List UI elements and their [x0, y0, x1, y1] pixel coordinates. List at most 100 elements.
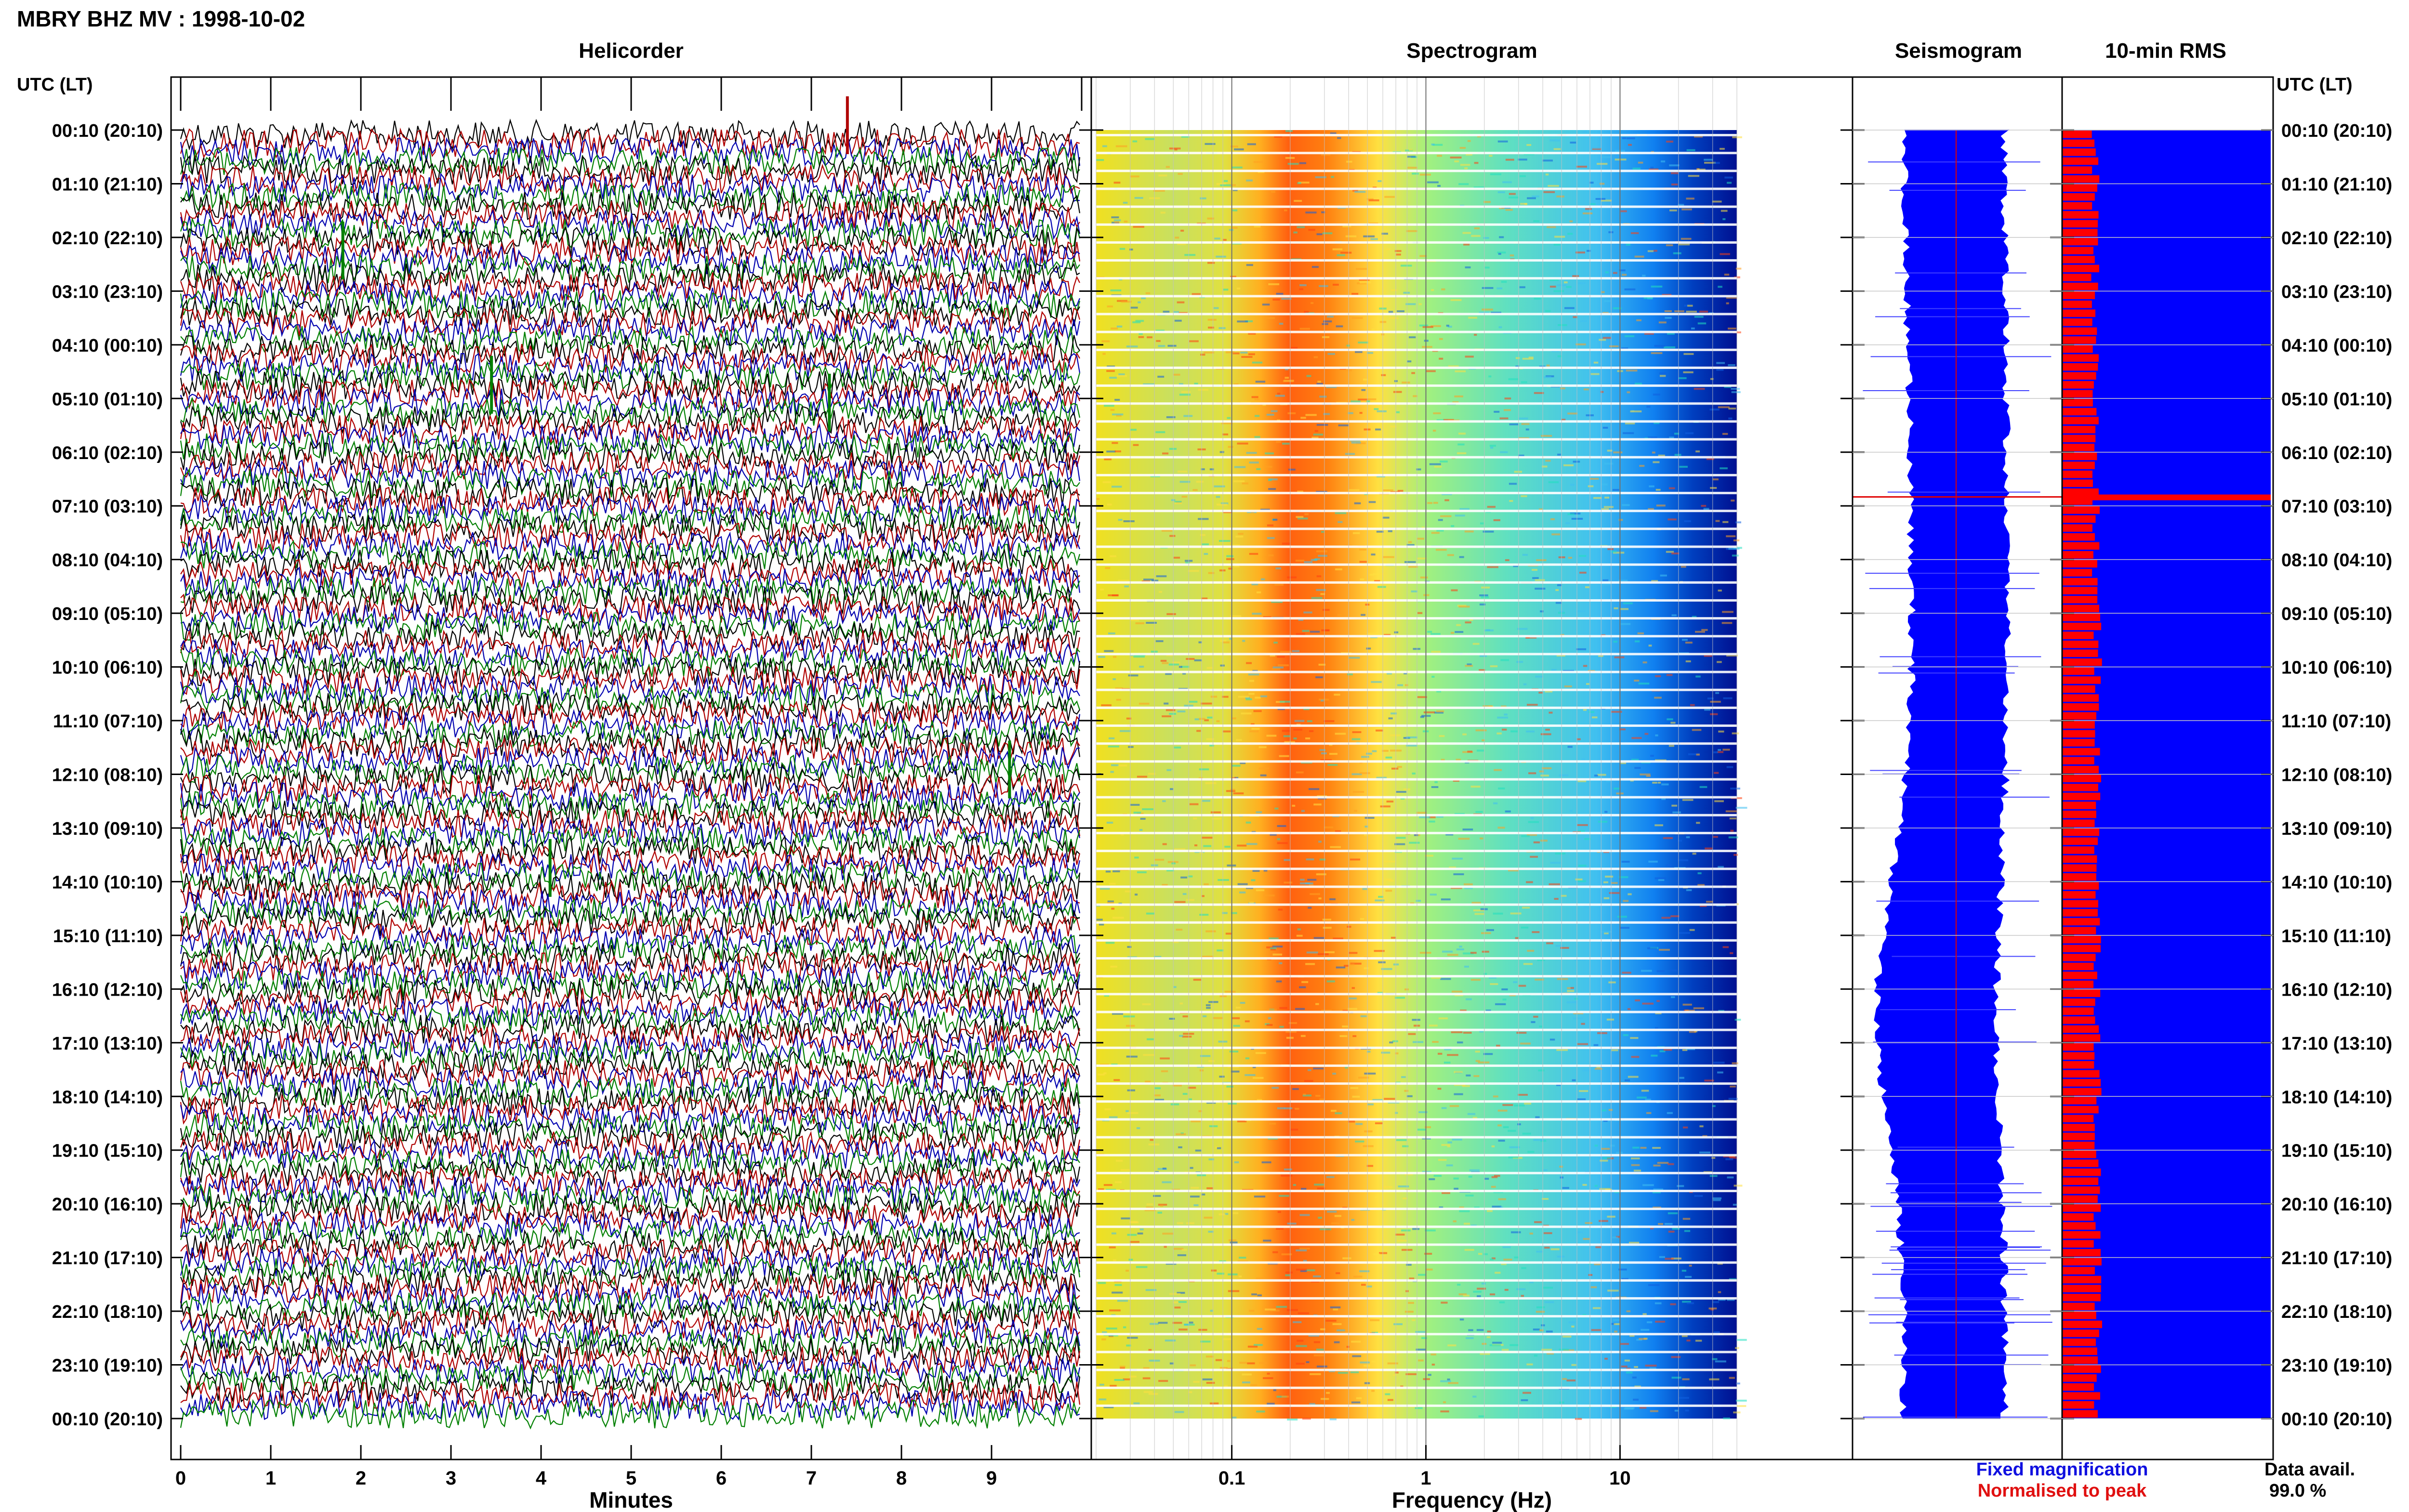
helicorder-trace	[180, 1066, 1081, 1099]
spectrogram-cell	[1133, 225, 1145, 228]
spectrogram-cell	[1385, 878, 1392, 881]
spectrogram-cell	[1335, 568, 1342, 570]
spectrogram-cell	[1429, 820, 1435, 823]
spectrogram-cell	[1504, 397, 1511, 400]
spectrogram-cell	[1231, 1070, 1240, 1073]
spectrogram-cell	[1296, 934, 1303, 937]
spectrogram-cell	[1459, 508, 1469, 510]
spectrogram-cell	[1394, 1353, 1399, 1355]
spectrogram-cell	[1714, 800, 1724, 802]
spectrogram-cell	[1103, 1406, 1114, 1408]
spectrogram-cell	[1244, 1074, 1256, 1076]
spectrogram-cell	[1570, 513, 1581, 515]
spectrogram-cell	[1731, 388, 1740, 390]
spectrogram-cell	[1422, 1170, 1432, 1173]
spectrogram-cell	[1547, 1353, 1554, 1355]
spectrogram-cell	[1694, 316, 1704, 318]
spectrogram-cell	[1604, 497, 1610, 499]
spectrogram-cell	[1351, 1401, 1361, 1404]
spectrogram-cell	[1681, 639, 1688, 641]
spectrogram-cell	[1323, 927, 1332, 929]
spectrogram-cell	[1257, 1294, 1262, 1297]
spectrogram-cell	[1337, 137, 1341, 139]
spectrogram-cell	[1573, 1012, 1584, 1014]
spectrogram-cell	[1656, 970, 1665, 973]
spectrogram-cell	[1487, 1330, 1491, 1333]
spectrogram-cell	[1403, 1197, 1407, 1199]
spectrogram-cell	[1404, 1090, 1409, 1092]
rms-bar	[2062, 1150, 2096, 1158]
spectrogram-cell	[1664, 310, 1672, 312]
spectrogram-cell	[1137, 813, 1144, 815]
spectrogram-cell	[1631, 737, 1642, 739]
spectrogram-cell	[1496, 732, 1502, 735]
spectrogram-cell	[1694, 1195, 1703, 1197]
spectrogram-cell	[1145, 1080, 1151, 1083]
spectrogram-cell	[1114, 399, 1120, 401]
spectrogram-cell	[1293, 231, 1297, 234]
spectrogram-cell	[1166, 869, 1174, 872]
spectrogram-cell	[1373, 573, 1384, 575]
spectrogram-cell	[1377, 475, 1385, 478]
spectrogram-cell	[1223, 289, 1229, 291]
spectrogram-cell	[1293, 1184, 1297, 1186]
spectrogram-cell	[1579, 571, 1587, 574]
spectrogram-cell	[1436, 690, 1442, 693]
spectrogram-cell	[1105, 942, 1115, 944]
spectrogram-cell	[1447, 1344, 1456, 1347]
helicorder-trace	[180, 1353, 1081, 1385]
spectrogram-cell	[1437, 1088, 1442, 1090]
spectrogram-cell	[1602, 156, 1611, 158]
time-tick-label-left: 03:10 (23:10)	[52, 282, 163, 302]
time-tick-label-left: 06:10 (02:10)	[52, 443, 163, 463]
spectrogram-cell	[1263, 1239, 1271, 1242]
spectrogram-cell	[1245, 1057, 1250, 1060]
spectrogram-cell	[1313, 1354, 1324, 1356]
rms-bar	[2062, 1312, 2096, 1319]
spectrogram-cell	[1593, 1044, 1599, 1046]
helicorder-trace	[180, 637, 1081, 670]
spectrogram-cell	[1558, 324, 1567, 326]
spectrogram-cell	[1217, 1273, 1225, 1275]
rms-bar	[2062, 524, 2092, 532]
spectrogram-cell	[1454, 160, 1459, 162]
spectrogram-cell	[1250, 1384, 1257, 1386]
spectrogram-gap	[1096, 170, 1737, 172]
spectrogram-cell	[1545, 310, 1551, 312]
spectrogram-cell	[1314, 1183, 1324, 1186]
spectrogram-cell	[1724, 176, 1733, 179]
helicorder-xtick-label: 6	[716, 1468, 727, 1489]
spectrogram-cell	[1336, 325, 1343, 328]
rms-bar	[2062, 256, 2095, 263]
spectrogram-cell	[1577, 780, 1587, 782]
spectrogram-cell	[1268, 479, 1272, 481]
spectrogram-cell	[1108, 1334, 1118, 1337]
spectrogram-cell	[1352, 791, 1364, 793]
helicorder-trace	[180, 190, 1081, 223]
spectrogram-cell	[1570, 142, 1576, 144]
spectrogram-cell	[1317, 1187, 1325, 1190]
spectrogram-cell	[1355, 1140, 1364, 1143]
spectrogram-gap	[1096, 205, 1737, 208]
spectrogram-cell	[1722, 433, 1728, 435]
spectrogram-cell	[1296, 633, 1305, 635]
spectrogram-cell	[1731, 500, 1735, 502]
spectrogram-gap	[1096, 1100, 1737, 1103]
spectrogram-cell	[1177, 1254, 1187, 1256]
spectrogram-cell	[1713, 751, 1718, 753]
spectrogram-gap	[1096, 277, 1737, 280]
spectrogram-cell	[1204, 719, 1209, 722]
spectrogram-cell	[1313, 803, 1322, 806]
spectrogram-cell	[1204, 351, 1215, 354]
spectrogram-cell	[1176, 1133, 1186, 1135]
spectrogram-cell	[1333, 284, 1339, 286]
helicorder-xlabel: Minutes	[589, 1487, 673, 1512]
spectrogram-cell	[1450, 157, 1462, 158]
spectrogram-cell	[1462, 733, 1467, 736]
spectrogram-cell	[1582, 758, 1585, 761]
spectrogram-cell	[1170, 788, 1174, 790]
spectrogram-cell	[1614, 1330, 1617, 1333]
spectrogram-cell	[1715, 1360, 1726, 1363]
spectrogram-cell	[1377, 992, 1383, 994]
spectrogram-cell	[1232, 209, 1238, 211]
